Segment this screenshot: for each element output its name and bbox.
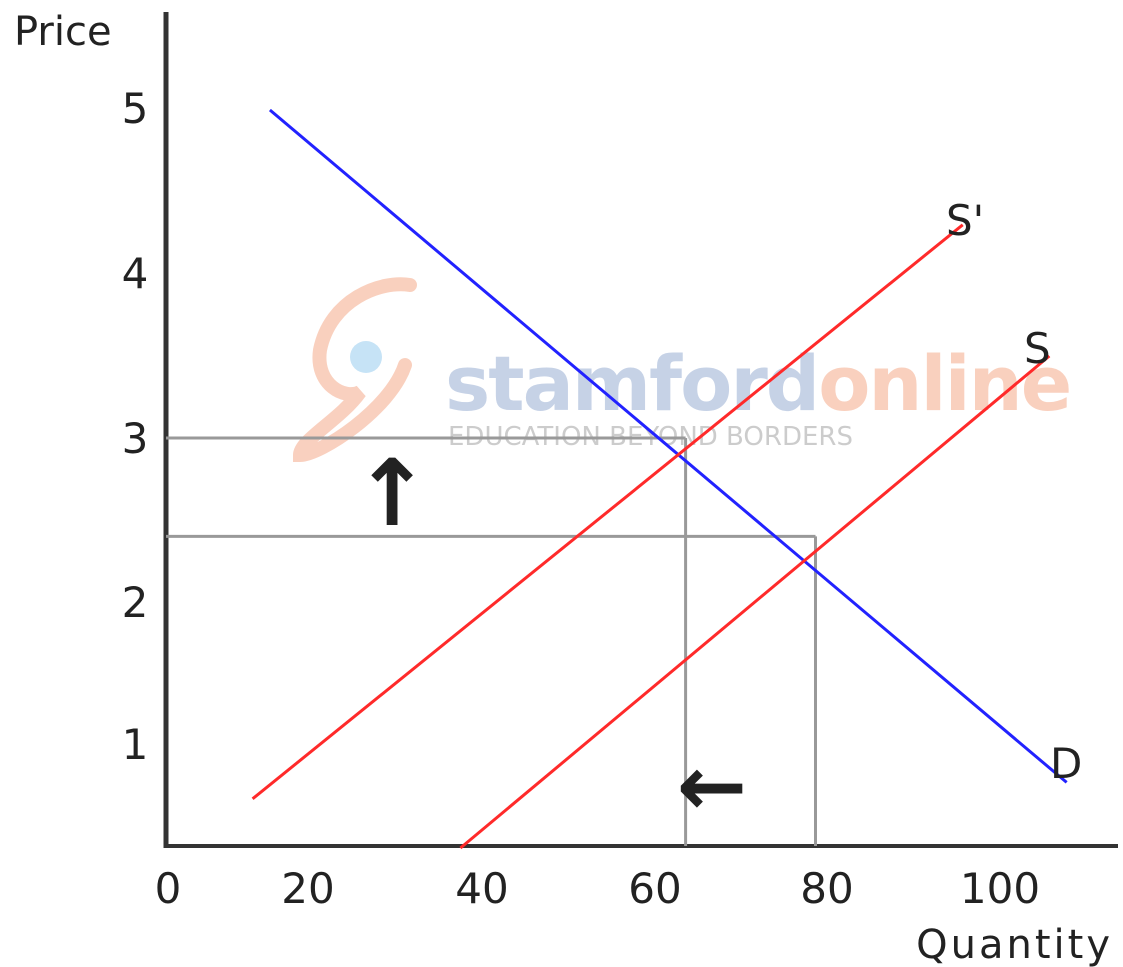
curve-label-d: D bbox=[1050, 739, 1082, 788]
curve-label-s-prime: S' bbox=[946, 196, 984, 245]
watermark: stamfordonline EDUCATION BEYOND BORDERS bbox=[292, 277, 1072, 463]
x-tick-label: 0 bbox=[155, 864, 182, 913]
watermark-globe-icon bbox=[350, 341, 382, 373]
x-tick-label: 100 bbox=[960, 864, 1040, 913]
y-tick-label: 3 bbox=[122, 414, 149, 463]
y-tick-label: 2 bbox=[122, 578, 149, 627]
price-up-arrow: ↑ bbox=[353, 440, 430, 547]
watermark-brand-part1: stamford bbox=[445, 339, 818, 428]
y-tick-label: 5 bbox=[122, 84, 149, 133]
reference-lines bbox=[166, 436, 817, 846]
x-tick-label: 60 bbox=[628, 864, 681, 913]
supply-curve-s-prime bbox=[251, 223, 964, 800]
x-tick-label: 80 bbox=[800, 864, 853, 913]
demand-curve-d bbox=[268, 108, 1068, 784]
watermark-brand: stamfordonline bbox=[445, 339, 1070, 428]
x-tick-label: 20 bbox=[281, 864, 334, 913]
supply-curve-s bbox=[459, 354, 1051, 850]
y-tick-label: 1 bbox=[122, 720, 149, 769]
axes bbox=[163, 12, 1118, 848]
x-tick-labels: 0 20 40 60 80 100 bbox=[155, 864, 1040, 913]
watermark-swoosh-icon bbox=[292, 277, 417, 463]
y-axis-label: Price bbox=[14, 9, 112, 55]
curve-label-s: S bbox=[1024, 324, 1051, 373]
watermark-brand-part2: online bbox=[818, 339, 1070, 428]
quantity-left-arrow: ← bbox=[677, 737, 747, 835]
curves bbox=[251, 108, 1068, 850]
y-tick-label: 4 bbox=[122, 249, 149, 298]
y-tick-labels: 1 2 3 4 5 bbox=[122, 84, 149, 769]
x-tick-label: 40 bbox=[455, 864, 508, 913]
x-axis-label: Quantity bbox=[916, 922, 1113, 967]
